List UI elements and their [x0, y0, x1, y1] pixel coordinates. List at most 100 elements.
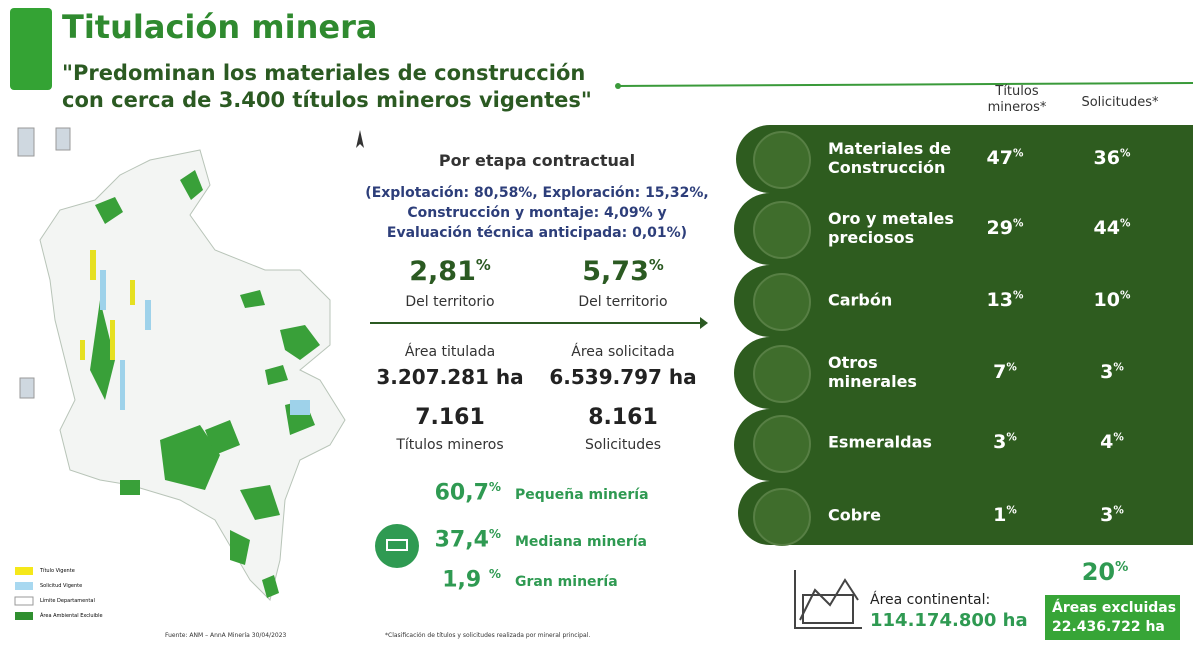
area-value: 6.539.797 ha [549, 365, 697, 389]
unit: % [1006, 504, 1017, 517]
table-row: Carbón 13% 10% [745, 269, 1193, 331]
legend-item: Título Vigente [40, 568, 75, 574]
scale-label: Pequeña minería [515, 487, 649, 503]
row-value: 1% [993, 504, 1017, 526]
source: Fuente: ANM – AnnA Minería 30/04/2023 [165, 632, 287, 639]
row-icon [753, 201, 811, 259]
subtitle: "Predominan los materiales de construcci… [62, 60, 592, 114]
row-value: 47% [987, 147, 1024, 169]
legend-item: Área Ambiental Excluible [40, 613, 103, 619]
detail-line: Evaluación técnica anticipada: 0,01%) [386, 225, 688, 241]
unit: % [1119, 217, 1131, 230]
column-header: Solicitudes* [1081, 95, 1159, 110]
table-row: Oro y metales preciosos 29% 44% [745, 197, 1193, 259]
value: 13 [986, 289, 1013, 311]
value: 44 [1093, 217, 1120, 239]
row-value: 10% [1094, 289, 1131, 311]
territory-label: Del territorio [405, 294, 495, 310]
row-label: Oro y metales preciosos [828, 209, 954, 247]
value: 7 [993, 361, 1007, 383]
unit: % [648, 256, 664, 274]
detail-line: (Explotación: 80,58%, Exploración: 15,32… [365, 185, 709, 201]
subtitle-line: "Predominan los materiales de construcci… [62, 61, 586, 85]
count: 7.161 [415, 405, 485, 430]
row-value: 36% [1094, 147, 1131, 169]
unit: % [488, 527, 501, 541]
column-header: Títulos mineros* [987, 84, 1047, 115]
area-label: Área titulada [404, 344, 496, 360]
title-block [10, 8, 52, 90]
scale-label: Mediana minería [515, 534, 647, 550]
unit: % [1012, 217, 1024, 230]
area-value: 3.207.281 ha [376, 365, 524, 389]
row-icon [753, 131, 811, 189]
legend-item: Límite Departamental [40, 598, 95, 604]
stage-detail: (Explotación: 80,58%, Exploración: 15,32… [365, 183, 708, 243]
row-value: 13% [987, 289, 1024, 311]
value: 10 [1093, 289, 1120, 311]
unit: % [1113, 361, 1124, 374]
unit: % [1006, 361, 1017, 374]
unit: % [1119, 147, 1131, 160]
row-label: Carbón [828, 290, 893, 310]
row-label: Cobre [828, 505, 881, 525]
territory-value: 5,73% [582, 256, 664, 287]
unit: % [1119, 289, 1131, 302]
table-row: Materiales de Construcción 47% 36% [745, 127, 1193, 189]
row-value: 3% [993, 431, 1017, 453]
table-row: Esmeraldas 3% 4% [745, 411, 1193, 473]
scale-value: 1,9 % [442, 567, 501, 592]
note: *Clasificación de títulos y solicitudes … [385, 632, 591, 639]
continental-value: 114.174.800 ha [870, 610, 1028, 631]
row-label: Esmeraldas [828, 432, 932, 452]
row-icon [753, 273, 811, 331]
unit: % [1113, 504, 1124, 517]
territory-label: Del territorio [578, 294, 668, 310]
value: 3 [993, 431, 1007, 453]
value: 20 [1081, 558, 1116, 586]
unit: % [488, 567, 501, 581]
value: 4 [1100, 431, 1114, 453]
table-row: Otros minerales 7% 3% [745, 341, 1193, 403]
row-value: 7% [993, 361, 1017, 383]
value: 3 [1100, 361, 1114, 383]
subtitle-line: con cerca de 3.400 títulos mineros vigen… [62, 88, 592, 112]
unit: % [1115, 560, 1129, 575]
unit: % [1006, 431, 1017, 444]
row-value: 3% [1100, 504, 1124, 526]
row-icon [753, 415, 811, 473]
value: 3 [1100, 504, 1114, 526]
row-value: 44% [1094, 217, 1131, 239]
unit: % [1012, 147, 1024, 160]
legend-item: Solicitud Vigente [40, 583, 83, 589]
unit: % [1113, 431, 1124, 444]
row-label: Otros minerales [828, 353, 917, 391]
excluded-value: 22.436.722 ha [1052, 619, 1165, 635]
value: 29 [986, 217, 1013, 239]
continental-label: Área continental: [870, 592, 991, 608]
value: 1,9 [442, 567, 489, 593]
value: 60,7 [434, 480, 489, 506]
table-row: Cobre 1% 3% [745, 484, 1193, 546]
row-label: Materiales de Construcción [828, 139, 952, 177]
territory-value: 2,81% [409, 256, 491, 287]
unit: % [475, 256, 491, 274]
scale-value: 37,4% [435, 527, 501, 552]
title: Titulación minera [62, 8, 378, 46]
stage-title: Por etapa contractual [438, 151, 636, 170]
excluded-pct: 20% [1082, 558, 1129, 586]
count: 8.161 [588, 405, 658, 430]
value: 47 [986, 147, 1013, 169]
row-value: 3% [1100, 361, 1124, 383]
unit: % [488, 480, 501, 494]
value: 1 [993, 504, 1007, 526]
excluded-label: Áreas excluidas [1052, 600, 1177, 616]
row-value: 4% [1100, 431, 1124, 453]
scale-label: Gran minería [515, 574, 618, 590]
value: 37,4 [434, 527, 489, 553]
row-value: 29% [987, 217, 1024, 239]
count-label: Títulos mineros [396, 437, 504, 453]
scale-value: 60,7% [435, 480, 501, 505]
